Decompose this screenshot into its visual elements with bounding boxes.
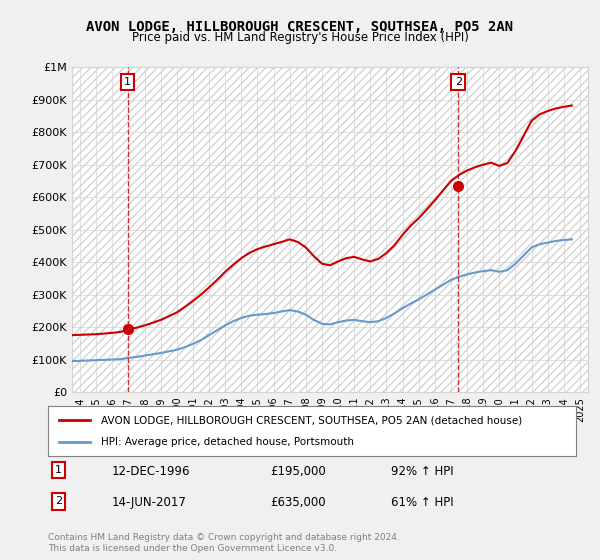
Text: £195,000: £195,000 (270, 465, 326, 478)
Text: 92% ↑ HPI: 92% ↑ HPI (391, 465, 454, 478)
Text: AVON LODGE, HILLBOROUGH CRESCENT, SOUTHSEA, PO5 2AN (detached house): AVON LODGE, HILLBOROUGH CRESCENT, SOUTHS… (101, 415, 522, 425)
Text: 12-DEC-1996: 12-DEC-1996 (112, 465, 190, 478)
Text: 14-JUN-2017: 14-JUN-2017 (112, 496, 186, 510)
Text: AVON LODGE, HILLBOROUGH CRESCENT, SOUTHSEA, PO5 2AN: AVON LODGE, HILLBOROUGH CRESCENT, SOUTHS… (86, 20, 514, 34)
Text: £635,000: £635,000 (270, 496, 325, 510)
Text: 2: 2 (455, 77, 462, 87)
Text: Price paid vs. HM Land Registry's House Price Index (HPI): Price paid vs. HM Land Registry's House … (131, 31, 469, 44)
Text: 61% ↑ HPI: 61% ↑ HPI (391, 496, 454, 510)
Text: 1: 1 (124, 77, 131, 87)
Text: 1: 1 (55, 465, 62, 475)
Text: 2: 2 (55, 496, 62, 506)
Text: HPI: Average price, detached house, Portsmouth: HPI: Average price, detached house, Port… (101, 437, 354, 447)
Text: Contains HM Land Registry data © Crown copyright and database right 2024.
This d: Contains HM Land Registry data © Crown c… (48, 533, 400, 553)
